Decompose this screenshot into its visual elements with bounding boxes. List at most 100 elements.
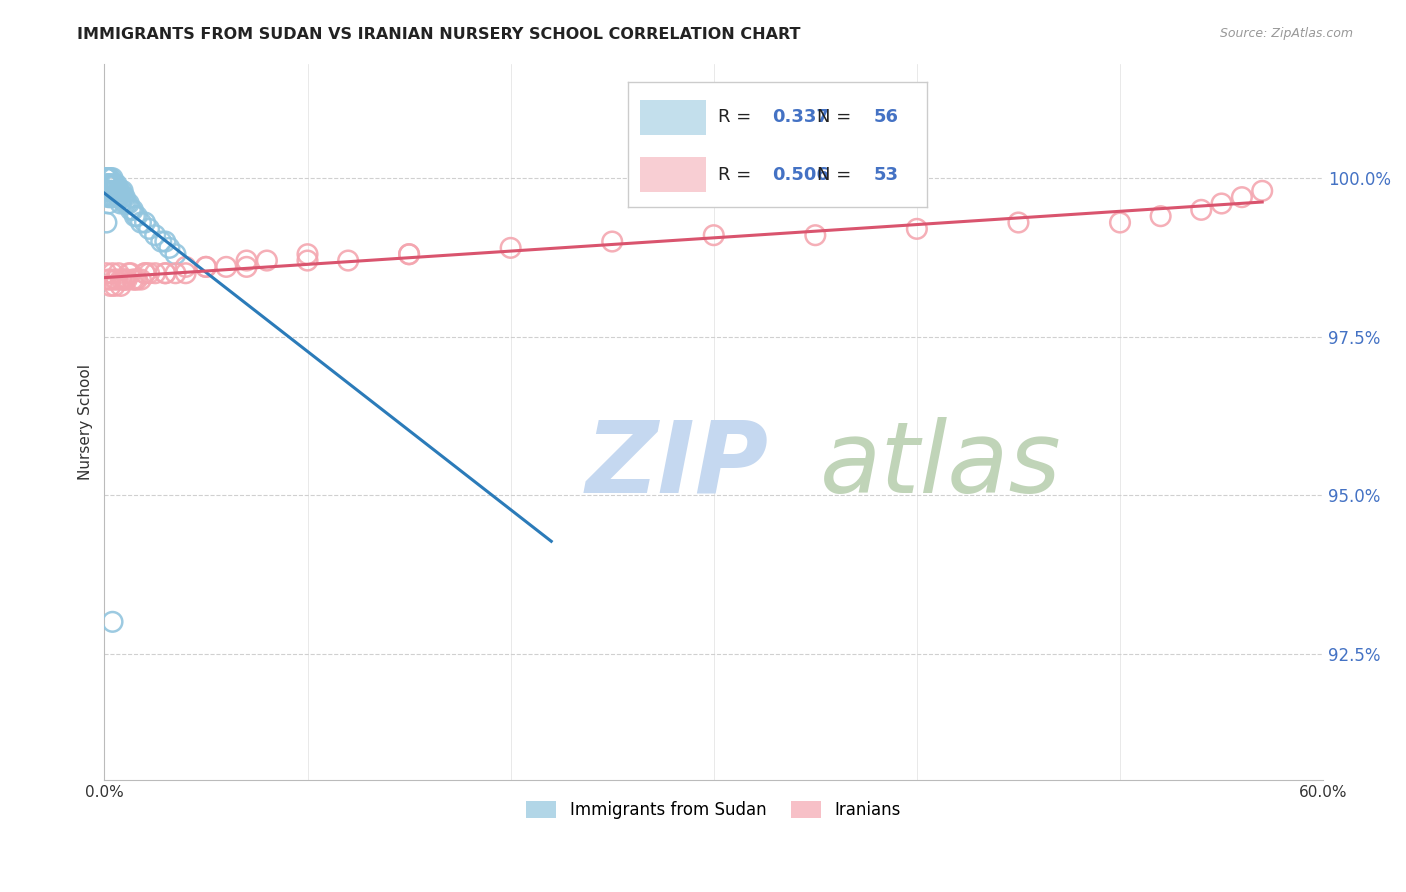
- Point: [297, 253, 319, 268]
- Point: [121, 272, 143, 286]
- Point: [103, 178, 125, 192]
- Point: [120, 266, 142, 280]
- Text: atlas: atlas: [820, 417, 1062, 514]
- Point: [101, 266, 124, 280]
- Point: [155, 235, 177, 249]
- Point: [96, 171, 118, 186]
- Point: [1251, 184, 1274, 198]
- Point: [256, 253, 278, 268]
- Point: [97, 171, 120, 186]
- Point: [100, 184, 122, 198]
- Point: [118, 266, 141, 280]
- Point: [97, 190, 120, 204]
- Point: [499, 241, 522, 255]
- Point: [1230, 190, 1253, 204]
- Point: [337, 253, 360, 268]
- Point: [138, 266, 160, 280]
- Point: [100, 171, 122, 186]
- Point: [101, 178, 124, 192]
- Point: [105, 272, 128, 286]
- Point: [100, 178, 122, 192]
- Point: [111, 184, 134, 198]
- Text: Source: ZipAtlas.com: Source: ZipAtlas.com: [1219, 27, 1353, 40]
- Point: [111, 272, 134, 286]
- Point: [101, 190, 124, 204]
- Point: [804, 228, 827, 243]
- Point: [1211, 196, 1233, 211]
- Point: [143, 228, 166, 243]
- Point: [105, 178, 128, 192]
- Point: [114, 190, 136, 204]
- Point: [215, 260, 238, 274]
- Legend: Immigrants from Sudan, Iranians: Immigrants from Sudan, Iranians: [520, 794, 908, 826]
- Point: [157, 241, 180, 255]
- Point: [105, 184, 128, 198]
- Point: [97, 196, 120, 211]
- Point: [96, 215, 118, 229]
- Point: [114, 196, 136, 211]
- Point: [96, 178, 118, 192]
- Point: [1189, 202, 1212, 217]
- Point: [194, 260, 217, 274]
- Point: [124, 209, 146, 223]
- Point: [114, 272, 136, 286]
- Point: [125, 209, 148, 223]
- Point: [105, 190, 128, 204]
- Point: [138, 222, 160, 236]
- Point: [129, 215, 152, 229]
- Point: [97, 272, 120, 286]
- Point: [121, 202, 143, 217]
- Point: [101, 171, 124, 186]
- Point: [97, 178, 120, 192]
- Point: [110, 272, 132, 286]
- Point: [155, 266, 177, 280]
- Point: [96, 171, 118, 186]
- Point: [107, 184, 129, 198]
- Point: [150, 235, 173, 249]
- Point: [103, 279, 125, 293]
- Point: [174, 260, 197, 274]
- Point: [96, 171, 118, 186]
- Point: [96, 266, 118, 280]
- Point: [120, 202, 142, 217]
- Point: [703, 228, 725, 243]
- Point: [194, 260, 217, 274]
- Text: ZIP: ZIP: [586, 417, 769, 514]
- Point: [155, 266, 177, 280]
- Point: [143, 266, 166, 280]
- Point: [297, 247, 319, 261]
- Point: [107, 184, 129, 198]
- Point: [398, 247, 420, 261]
- Y-axis label: Nursery School: Nursery School: [79, 364, 93, 480]
- Point: [134, 266, 156, 280]
- Point: [165, 247, 187, 261]
- Point: [115, 196, 138, 211]
- Point: [1007, 215, 1029, 229]
- Point: [107, 190, 129, 204]
- Point: [97, 184, 120, 198]
- Point: [1109, 215, 1132, 229]
- Point: [905, 222, 928, 236]
- Point: [103, 272, 125, 286]
- Point: [174, 266, 197, 280]
- Point: [110, 279, 132, 293]
- Point: [103, 178, 125, 192]
- Point: [96, 184, 118, 198]
- Text: IMMIGRANTS FROM SUDAN VS IRANIAN NURSERY SCHOOL CORRELATION CHART: IMMIGRANTS FROM SUDAN VS IRANIAN NURSERY…: [77, 27, 801, 42]
- Point: [165, 266, 187, 280]
- Point: [100, 190, 122, 204]
- Point: [124, 272, 146, 286]
- Point: [96, 171, 118, 186]
- Point: [115, 272, 138, 286]
- Point: [97, 178, 120, 192]
- Point: [100, 272, 122, 286]
- Point: [96, 178, 118, 192]
- Point: [235, 260, 257, 274]
- Point: [129, 272, 152, 286]
- Point: [101, 615, 124, 629]
- Point: [107, 266, 129, 280]
- Point: [103, 190, 125, 204]
- Point: [110, 184, 132, 198]
- Point: [114, 272, 136, 286]
- Point: [134, 266, 156, 280]
